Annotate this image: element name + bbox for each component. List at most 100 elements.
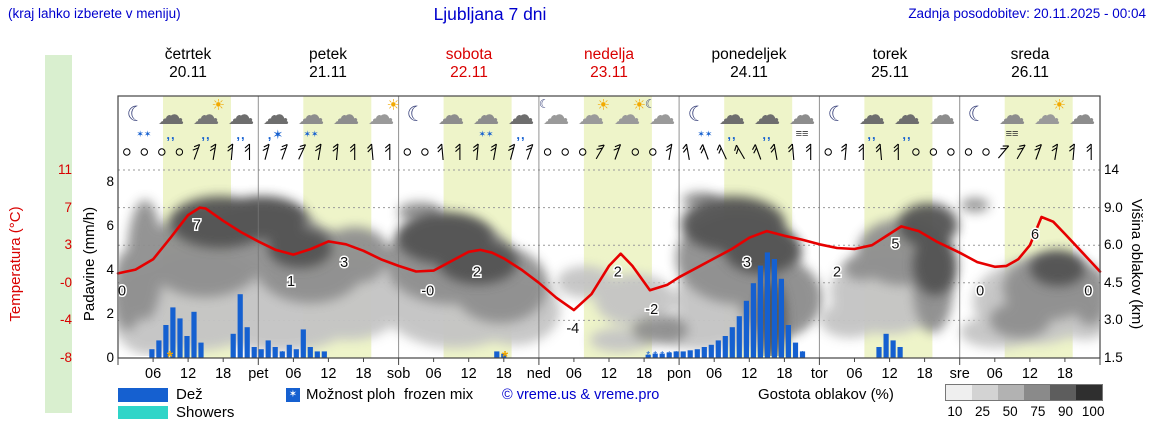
precip-bar [771, 259, 777, 358]
shower-possible-mark: * [301, 350, 305, 361]
cloud-height-tick: 9.0 [1104, 199, 1123, 215]
menu-hint: (kraj lahko izberete v meniju) [8, 6, 181, 21]
temperature-value-label: 0 [1084, 283, 1092, 299]
x-label-hour: 06 [145, 366, 162, 382]
cloud-icon: ☁ [472, 100, 500, 130]
precip-bar [687, 350, 693, 358]
precip-bar [237, 294, 243, 358]
day-date: 26.11 [1011, 64, 1049, 81]
wind-barb-icon [840, 143, 847, 161]
precip-tick: 0 [106, 350, 114, 365]
precip-tick: 6 [106, 218, 114, 233]
moon-icon: ☾ [687, 103, 707, 126]
precip-bar [722, 336, 728, 358]
shower-possible-mark: * [786, 350, 790, 361]
wind-barb-icon [384, 143, 391, 160]
weather-icon-moon: ☾ [819, 100, 855, 140]
calm-wind-icon [421, 148, 429, 156]
precip-bar [251, 347, 257, 358]
calm-wind-icon [579, 148, 587, 156]
precip-bar [191, 311, 197, 358]
weather-icon-cloud-snow: ☁ ✶✶ [293, 100, 329, 140]
day-header-torek: torek 25.11 [820, 46, 960, 82]
wind-barb-icon [525, 143, 534, 160]
x-label-day: pet [248, 366, 269, 382]
temp-tick: 3 [64, 237, 72, 253]
cloud-icon: ☁ [507, 100, 535, 130]
precip-bar [293, 349, 299, 358]
wind-barb-icon [752, 144, 762, 160]
temperature-value-label: 3 [743, 255, 751, 271]
precip-bar [890, 340, 896, 358]
x-label-hour: 06 [285, 366, 302, 382]
x-label-hour: 12 [881, 366, 898, 382]
precip-bar [666, 352, 672, 358]
moon-icon: ☾ [827, 103, 847, 126]
wind-barb-icon [298, 144, 306, 160]
precip-bar [265, 340, 271, 358]
weather-icon-sun-cloud-rain: ☀ ☁,, [188, 97, 226, 142]
day-header-petek: petek 21.11 [258, 46, 398, 82]
day-date: 25.11 [871, 64, 909, 81]
temperature-value-label: -4 [566, 321, 579, 337]
x-label-hour: 06 [846, 366, 863, 382]
day-header-sreda: sreda 26.11 [960, 46, 1100, 82]
page-title: Ljubljana 7 dni [433, 4, 547, 24]
cloud-icon: ☁ [437, 100, 465, 130]
precip-bar [170, 307, 176, 358]
weather-icon-sun-cloud: ☀ ☁ [573, 97, 611, 140]
precip-bar [897, 347, 903, 358]
x-label-day: ned [526, 366, 551, 382]
rain-icon: ,, [201, 127, 211, 142]
precip-bar [163, 325, 169, 358]
snow-icon: ✶✶ [303, 129, 319, 139]
shower-possible-mark: * [280, 350, 284, 361]
wind-barb-icon [349, 143, 356, 160]
precip-bar [307, 347, 313, 358]
x-label-hour: 18 [1056, 366, 1073, 382]
precip-bar [680, 351, 686, 358]
precip-bar [736, 316, 742, 358]
cloud-density-gradient [945, 384, 1103, 401]
day-date: 21.11 [309, 64, 347, 81]
weather-icon-moon: ☾ [959, 100, 995, 140]
wind-barb-icon [787, 143, 795, 161]
wind-barb-icon [1068, 143, 1075, 161]
precip-bar [286, 344, 292, 358]
wind-barb-icon [315, 143, 322, 160]
day-name: četrtek [164, 46, 212, 63]
rain-legend-label: Dež [176, 386, 203, 403]
temperature-value-label: 7 [193, 218, 201, 234]
calm-wind-icon [543, 148, 552, 156]
precip-bar [701, 347, 707, 358]
precip-bar [659, 353, 665, 358]
calm-wind-icon [175, 148, 184, 156]
rain-icon: ,, [902, 127, 912, 142]
cloud-icon: ☁ [577, 100, 605, 130]
precip-bar [743, 300, 749, 358]
x-label-hour: 18 [215, 366, 232, 382]
precip-bar [883, 333, 889, 358]
showers-legend-swatch [118, 406, 168, 419]
x-label-hour: 12 [741, 366, 758, 382]
x-label-hour: 18 [495, 366, 512, 382]
precip-bar [198, 342, 204, 358]
temp-tick: -0 [59, 274, 72, 290]
cloud-icon: ☁ [332, 100, 360, 130]
shower-possible-mark: * [252, 350, 256, 361]
day-name: sreda [1010, 46, 1050, 63]
cloud-icon: ☁ [542, 100, 570, 130]
cloud-icon: ☁ [788, 100, 816, 130]
wind-barb-icon [262, 143, 270, 160]
calm-wind-icon [947, 148, 955, 156]
calm-wind-icon [649, 148, 657, 156]
x-label-day: pon [666, 366, 692, 382]
day-name: nedelja [584, 46, 634, 63]
x-label-day: sob [386, 366, 411, 382]
precip-bar [708, 344, 714, 358]
wind-barb-icon [1086, 143, 1092, 160]
shower-possible-mark: * [646, 350, 650, 361]
precip-bar [177, 318, 183, 358]
x-label-hour: 12 [180, 366, 197, 382]
x-label-hour: 06 [706, 366, 723, 382]
